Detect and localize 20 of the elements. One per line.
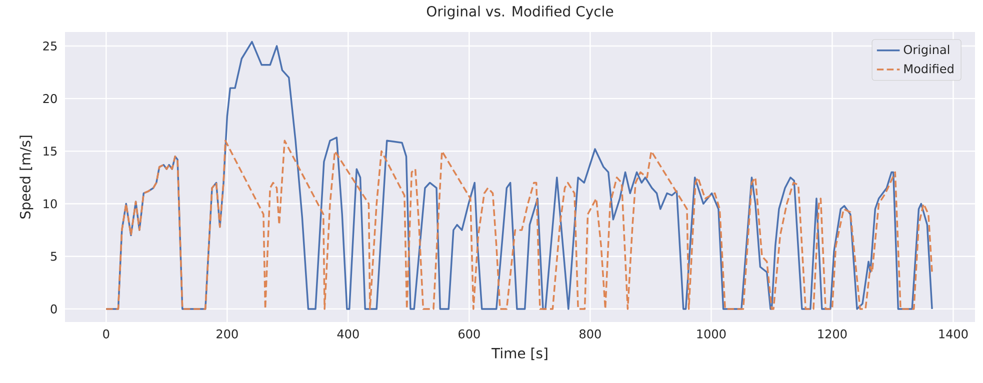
legend-label: Original <box>904 44 950 56</box>
x-tick-label: 200 <box>216 329 238 338</box>
y-tick-label: 5 <box>50 252 57 261</box>
y-tick-label: 25 <box>43 41 57 51</box>
chart-title: Original vs. Modified Cycle <box>426 6 614 20</box>
x-tick-label: 600 <box>458 329 480 338</box>
x-tick-label: 400 <box>337 329 359 338</box>
y-tick-label: 15 <box>44 146 57 156</box>
y-tick-label: 10 <box>44 199 57 208</box>
x-tick-label: 1000 <box>697 329 726 338</box>
y-axis-title: Speed [m/s] <box>20 136 34 219</box>
legend-label: Modified <box>904 64 954 74</box>
x-tick-label: 1400 <box>939 329 968 338</box>
y-tick-label: 0 <box>50 304 57 314</box>
x-axis-title: Time [s] <box>491 348 548 360</box>
line-series <box>105 140 933 310</box>
y-tick-label: 20 <box>43 94 57 104</box>
x-tick-label: 800 <box>580 329 601 338</box>
x-tick-label: 1200 <box>818 329 847 338</box>
x-tick-label: 0 <box>103 329 110 338</box>
